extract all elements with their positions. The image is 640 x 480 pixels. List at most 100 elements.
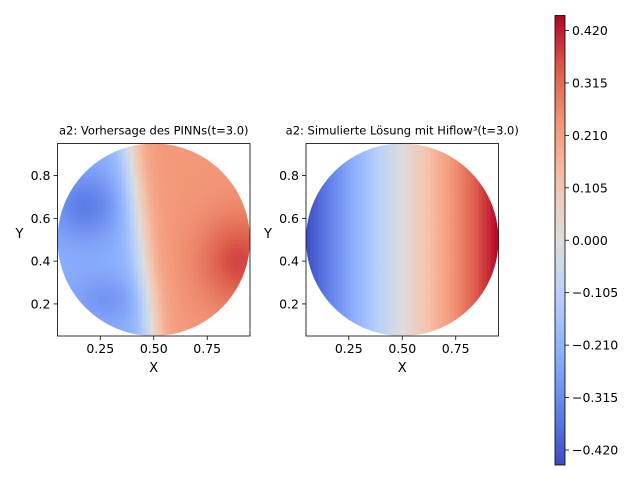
heatmap-cell [390,207,395,213]
heatmap-cell [450,291,455,297]
heatmap-cell [306,207,311,213]
heatmap-cell [105,239,111,245]
heatmap-cell [169,167,175,173]
heatmap-cell [426,223,431,229]
heatmap-cell [482,299,488,305]
heatmap-cell [129,143,135,149]
heatmap-cell [125,179,131,185]
heatmap-cell [474,203,480,209]
heatmap-cell [350,159,355,165]
heatmap-cell [197,251,203,257]
heatmap-cell [334,303,339,309]
heatmap-cell [225,271,231,277]
heatmap-cell [438,271,443,277]
heatmap-cell [117,315,123,321]
heatmap-cell [410,175,415,181]
heatmap-cell [458,295,464,301]
heatmap-cell [458,255,464,261]
heatmap-cell [378,275,383,281]
heatmap-cell [490,155,496,161]
heatmap-cell [137,271,143,277]
heatmap-cell [402,199,407,205]
heatmap-cell [101,155,107,161]
heatmap-cell [486,283,492,289]
heatmap-cell [237,311,243,317]
heatmap-cell [434,299,439,305]
heatmap-cell [117,327,123,333]
heatmap-cell [342,279,347,285]
heatmap-cell [382,323,387,329]
heatmap-cell [410,251,415,257]
heatmap-cell [213,295,219,301]
heatmap-cell [173,319,179,325]
heatmap-cell [390,331,395,336]
heatmap-cell [217,255,223,261]
heatmap-cell [386,279,391,285]
heatmap-cell [237,147,243,153]
heatmap-cell [346,219,351,225]
heatmap-cell [221,175,227,181]
heatmap-cell [237,247,243,253]
heatmap-cell [225,195,231,201]
heatmap-cell [97,263,103,269]
heatmap-cell [386,187,391,193]
heatmap-cell [334,243,339,249]
heatmap-cell [406,295,411,301]
heatmap-cell [125,251,131,257]
heatmap-cell [398,183,403,189]
heatmap-cell [209,151,215,157]
heatmap-cell [334,235,339,241]
heatmap-cell [318,159,323,165]
y-tick-label: 0.6 [31,211,51,226]
heatmap-cell [65,191,71,197]
heatmap-cell [173,311,179,317]
heatmap-cell [310,195,315,201]
heatmap-cell [161,191,167,197]
heatmap-cell [173,303,179,309]
heatmap-cell [153,255,159,261]
heatmap-cell [354,311,359,317]
heatmap-cell [322,183,327,189]
heatmap-cell [322,207,327,213]
heatmap-cell [225,203,231,209]
heatmap-cell [169,315,175,321]
heatmap-cell [201,147,207,153]
heatmap-cell [181,255,187,261]
heatmap-cell [225,151,231,157]
heatmap-cell [101,275,107,281]
heatmap-cell [65,315,71,321]
heatmap-cell [470,287,476,293]
heatmap-cell [450,315,455,321]
heatmap-cell [189,147,195,153]
heatmap-cell [458,287,464,293]
heatmap-cell [233,283,239,289]
heatmap-cell [121,191,127,197]
heatmap-cell [450,263,455,269]
heatmap-cell [189,211,195,217]
heatmap-cell [201,151,207,157]
heatmap-cell [133,203,139,209]
heatmap-cell [161,239,167,245]
heatmap-cell [153,319,159,325]
heatmap-cell [185,295,191,301]
heatmap-cell [89,195,95,201]
heatmap-cell [430,311,435,317]
heatmap-cell [125,267,131,273]
heatmap-cell [430,263,435,269]
heatmap-cell [350,295,355,301]
heatmap-cell [125,239,131,245]
heatmap-cell [434,323,439,329]
heatmap-cell [97,203,103,209]
heatmap-cell [193,243,199,249]
heatmap-cell [370,179,375,185]
heatmap-cell [233,143,239,149]
heatmap-cell [121,159,127,165]
heatmap-cell [490,299,496,305]
heatmap-cell [438,183,443,189]
heatmap-cell [478,151,484,157]
heatmap-cell [306,175,311,181]
heatmap-cell [422,159,427,165]
heatmap-cell [442,167,447,173]
heatmap-cell [181,283,187,289]
heatmap-cell [69,287,75,293]
